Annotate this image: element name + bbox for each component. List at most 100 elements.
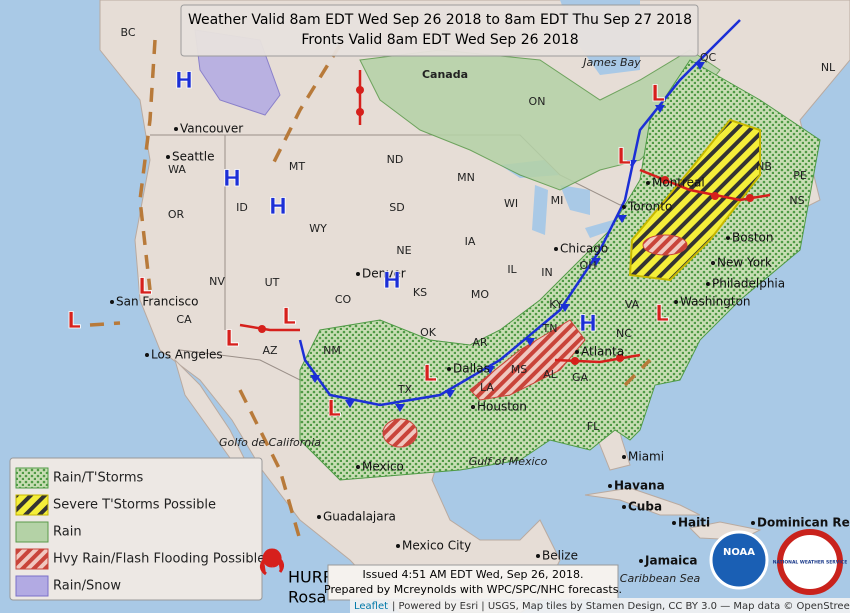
city-dot — [110, 300, 114, 304]
pressure-center: L — [225, 327, 239, 352]
city-label: Philadelphia — [712, 277, 785, 291]
legend-swatch — [15, 575, 49, 597]
region-label: BC — [120, 26, 135, 39]
city-label: Los Angeles — [151, 348, 223, 362]
region-label: NC — [616, 327, 632, 340]
cold-front-triangle — [655, 105, 665, 113]
region-label: NV — [209, 275, 225, 288]
region-label: GA — [572, 371, 589, 384]
pressure-center: L — [327, 397, 341, 422]
logos: NOAA NATIONAL WEATHER SERVICE — [709, 529, 847, 595]
warm-front-dot — [356, 108, 364, 116]
cold-front-triangle — [395, 404, 405, 412]
city-dot — [674, 300, 678, 304]
warm-front-dot — [571, 357, 579, 365]
legend-swatch — [15, 494, 49, 516]
region-label: MT — [289, 160, 305, 173]
lake-erie — [585, 218, 620, 238]
city-dot — [646, 181, 650, 185]
city-dot — [711, 261, 715, 265]
cold-front-triangle — [695, 62, 705, 70]
city-label: Washington — [680, 295, 751, 309]
legend-swatch — [15, 548, 49, 570]
region-label: ID — [236, 201, 248, 214]
region-label: NL — [821, 61, 836, 74]
area-heavy-rain-1 — [469, 319, 586, 401]
pressure-center: H — [383, 269, 401, 294]
pressure-center: L — [138, 275, 152, 300]
region-label: KY — [549, 298, 563, 311]
trough-1 — [138, 39, 157, 291]
stationary-front-2 — [239, 323, 300, 332]
issued-box — [327, 564, 619, 601]
city-dot — [575, 350, 579, 354]
region-label: SD — [389, 201, 404, 214]
city-label: Dallas — [453, 362, 490, 376]
city-label: Denver — [362, 267, 406, 281]
legend-label: Rain/T'Storms — [53, 471, 144, 486]
city-label: Seattle — [172, 150, 214, 164]
front-symbols — [258, 62, 754, 412]
region-label: TN — [542, 322, 558, 335]
attribution-link[interactable]: Leaflet — [354, 601, 388, 612]
region-label: Caribbean Sea — [620, 572, 701, 585]
region-label: NB — [756, 160, 772, 173]
city-label: Houston — [477, 400, 527, 414]
region-label: MS — [511, 363, 527, 376]
stationary-front-1 — [554, 353, 641, 364]
region-label: QC — [700, 51, 717, 64]
issued-text: Prepared by Mcreynolds with WPC/SPC/NHC … — [324, 583, 622, 596]
warm-front-dot — [356, 86, 364, 94]
region-label: AZ — [262, 344, 278, 357]
city-dot — [751, 521, 755, 525]
region-label: NE — [396, 244, 411, 257]
city-dot — [726, 236, 730, 240]
city-label: Cuba — [628, 500, 662, 514]
city-dot — [622, 455, 626, 459]
region-label: KS — [413, 286, 427, 299]
city-label: Jamaica — [644, 554, 698, 568]
region-label: ON — [529, 95, 546, 108]
cold-front-triangle — [560, 304, 570, 312]
header-line: Fronts Valid 8am EDT Wed Sep 26 2018 — [301, 32, 578, 48]
region-label: IL — [507, 263, 517, 276]
attribution-text: | Powered by Esri | USGS, Map tiles by S… — [392, 601, 850, 612]
legend-box — [9, 457, 263, 601]
noaa-text: NOAA — [723, 547, 755, 558]
legend: Rain/T'Storms Severe T'Storms Possible Rai… — [15, 467, 265, 597]
pressure-center: L — [617, 145, 631, 170]
pressure-center: H — [269, 195, 287, 220]
region-label: Canada — [422, 68, 468, 81]
region-label: OK — [420, 326, 437, 339]
region-label: CA — [176, 313, 192, 326]
region-label: IN — [541, 266, 552, 279]
city-label: Mexico City — [402, 539, 471, 553]
region-label: WI — [504, 197, 518, 210]
trough-2 — [268, 44, 342, 171]
legend-label: Rain/Snow — [53, 579, 121, 594]
city-label: Haiti — [678, 516, 710, 530]
noaa-logo — [709, 530, 769, 590]
region-label: James Bay — [581, 56, 641, 69]
region-label: AR — [472, 336, 488, 349]
legend-swatch — [15, 467, 49, 489]
fronts — [89, 19, 771, 541]
city-dot — [317, 515, 321, 519]
labels: BC Canada ON QC NL James Bay WA OR ID MT WY ND SD NE M… — [67, 26, 850, 585]
warm-front-dot — [258, 325, 266, 333]
region-label: PE — [793, 169, 807, 182]
city-dot — [554, 247, 558, 251]
city-label: Guadalajara — [323, 510, 396, 524]
city-label: Mexico — [362, 460, 404, 474]
trough-4 — [89, 321, 121, 327]
city-label: Belize — [542, 549, 578, 563]
area-rain-tstorms — [299, 59, 821, 481]
legend-label: Rain — [53, 525, 82, 540]
attribution-bar — [350, 598, 850, 613]
region-label: IA — [465, 235, 476, 248]
cold-front-triangle — [591, 258, 601, 266]
pressure-center: L — [67, 309, 81, 334]
region-label: UT — [265, 276, 280, 289]
legend-label: Hvy Rain/Flash Flooding Possible — [53, 552, 265, 567]
region-label: TX — [397, 383, 413, 396]
